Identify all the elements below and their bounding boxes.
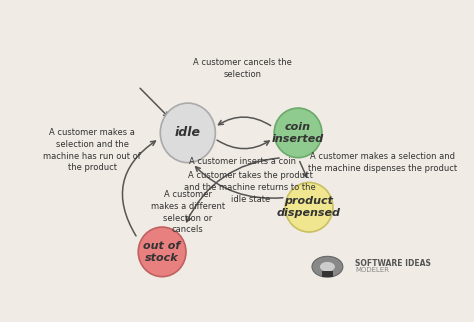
Text: A customer takes the product
and the machine returns to the
idle state: A customer takes the product and the mac… [184,171,316,204]
Ellipse shape [160,103,215,163]
Ellipse shape [138,227,186,277]
Text: SOFTWARE IDEAS: SOFTWARE IDEAS [355,259,431,268]
Ellipse shape [274,108,322,158]
Text: idle: idle [175,126,201,139]
Text: coin
inserted: coin inserted [272,122,324,144]
Text: out of
stock: out of stock [144,241,181,263]
Ellipse shape [285,183,333,232]
Text: A customer makes a selection and
the machine dispenses the product: A customer makes a selection and the mac… [308,152,457,173]
Circle shape [319,261,336,272]
Bar [322,271,333,277]
Text: A customer inserts a coin: A customer inserts a coin [190,157,296,166]
Text: A customer cancels the
selection: A customer cancels the selection [193,58,292,79]
Text: MODELER: MODELER [355,268,389,273]
Text: product
dispensed: product dispensed [277,196,341,218]
Text: A customer makes a
selection and the
machine has run out of
the product: A customer makes a selection and the mac… [44,128,141,172]
Text: A customer
makes a different
selection or
cancels: A customer makes a different selection o… [151,190,225,234]
Circle shape [312,256,343,277]
